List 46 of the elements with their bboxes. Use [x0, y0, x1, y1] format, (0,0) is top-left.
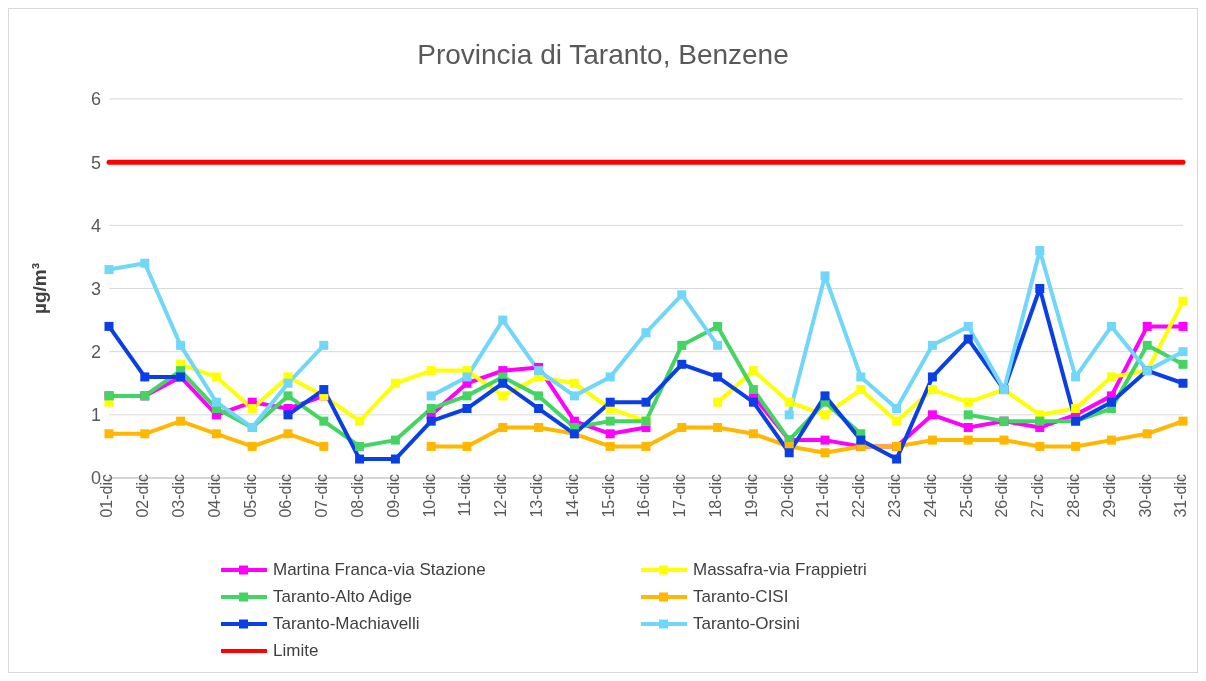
x-tick-label: 23-dic [885, 474, 903, 518]
x-tick-label: 17-dic [671, 474, 689, 518]
y-tick-label: 6 [90, 89, 101, 110]
chart-title: Provincia di Taranto, Benzene [416, 38, 790, 72]
x-tick-label: 14-dic [563, 474, 581, 518]
x-tick-label: 22-dic [850, 474, 868, 518]
x-tick-label: 09-dic [384, 474, 402, 518]
x-tick-label: 02-dic [134, 474, 152, 518]
y-tick-label: 1 [90, 405, 101, 426]
y-tick-label: 4 [90, 215, 101, 236]
x-tick-label: 21-dic [814, 474, 832, 518]
legend-label: Massafra-via Frappietri [693, 559, 867, 580]
legend-label: Limite [273, 640, 319, 661]
x-tick-label: 31-dic [1172, 474, 1190, 518]
x-tick-label: 15-dic [599, 474, 617, 518]
legend-label: Martina Franca-via Stazione [273, 559, 486, 580]
x-tick-label: 16-dic [635, 474, 653, 518]
y-tick-label: 0 [90, 468, 101, 489]
x-tick-label: 27-dic [1029, 474, 1047, 518]
x-tick-label: 19-dic [742, 474, 760, 518]
x-tick-label: 04-dic [205, 474, 223, 518]
legend-label: Taranto-Machiavelli [273, 613, 420, 634]
x-tick-label: 03-dic [169, 474, 187, 518]
x-tick-label: 28-dic [1064, 474, 1082, 518]
x-tick-label: 25-dic [957, 474, 975, 518]
x-tick-label: 07-dic [313, 474, 331, 518]
legend-label: Taranto-Alto Adige [273, 586, 412, 607]
y-tick-label: 3 [90, 278, 101, 299]
y-tick-label: 5 [90, 152, 101, 173]
x-tick-label: 18-dic [706, 474, 724, 518]
legend-label: Taranto-CISI [693, 586, 789, 607]
legend-label: Taranto-Orsini [693, 613, 800, 634]
x-tick-label: 11-dic [456, 474, 474, 517]
x-tick-label: 05-dic [241, 474, 259, 518]
x-tick-label: 24-dic [921, 474, 939, 518]
x-tick-label: 12-dic [492, 474, 510, 518]
x-tick-label: 13-dic [527, 474, 545, 518]
x-tick-label: 10-dic [420, 474, 438, 518]
y-axis-title: µg/m³ [28, 262, 50, 315]
x-tick-label: 08-dic [348, 474, 366, 518]
y-tick-label: 2 [90, 342, 101, 363]
x-tick-label: 20-dic [778, 474, 796, 518]
x-tick-label: 30-dic [1136, 474, 1154, 518]
x-tick-label: 26-dic [993, 474, 1011, 518]
x-tick-label: 06-dic [277, 474, 295, 518]
x-tick-label: 29-dic [1100, 474, 1118, 518]
